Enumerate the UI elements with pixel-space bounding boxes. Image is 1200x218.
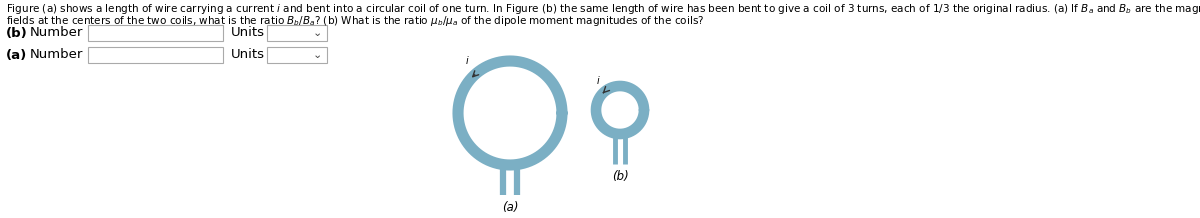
- FancyBboxPatch shape: [266, 25, 326, 41]
- Text: (a): (a): [502, 201, 518, 214]
- Text: $i$: $i$: [596, 74, 601, 86]
- Text: ⌄: ⌄: [312, 28, 322, 38]
- Text: Number: Number: [30, 48, 83, 61]
- Text: Units: Units: [230, 48, 265, 61]
- Text: $i$: $i$: [464, 54, 469, 66]
- Text: (b): (b): [612, 170, 629, 183]
- Text: Units: Units: [230, 27, 265, 39]
- FancyBboxPatch shape: [88, 47, 223, 63]
- Text: (a): (a): [6, 48, 28, 61]
- Text: (b): (b): [6, 27, 28, 39]
- Text: ⌄: ⌄: [312, 50, 322, 60]
- FancyBboxPatch shape: [88, 25, 223, 41]
- FancyBboxPatch shape: [266, 47, 326, 63]
- Text: Figure (a) shows a length of wire carrying a current $i$ and bent into a circula: Figure (a) shows a length of wire carryi…: [6, 2, 1200, 16]
- Text: fields at the centers of the two coils, what is the ratio $B_b/B_a$? (b) What is: fields at the centers of the two coils, …: [6, 14, 704, 28]
- Text: Number: Number: [30, 27, 83, 39]
